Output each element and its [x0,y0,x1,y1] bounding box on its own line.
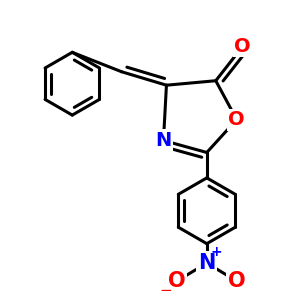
Text: O: O [168,271,186,291]
Text: O: O [234,37,251,56]
Text: −: − [159,283,172,298]
Text: +: + [211,245,222,259]
Text: O: O [228,110,245,129]
Text: O: O [228,271,245,291]
Text: N: N [155,131,172,150]
Text: N: N [198,253,215,273]
